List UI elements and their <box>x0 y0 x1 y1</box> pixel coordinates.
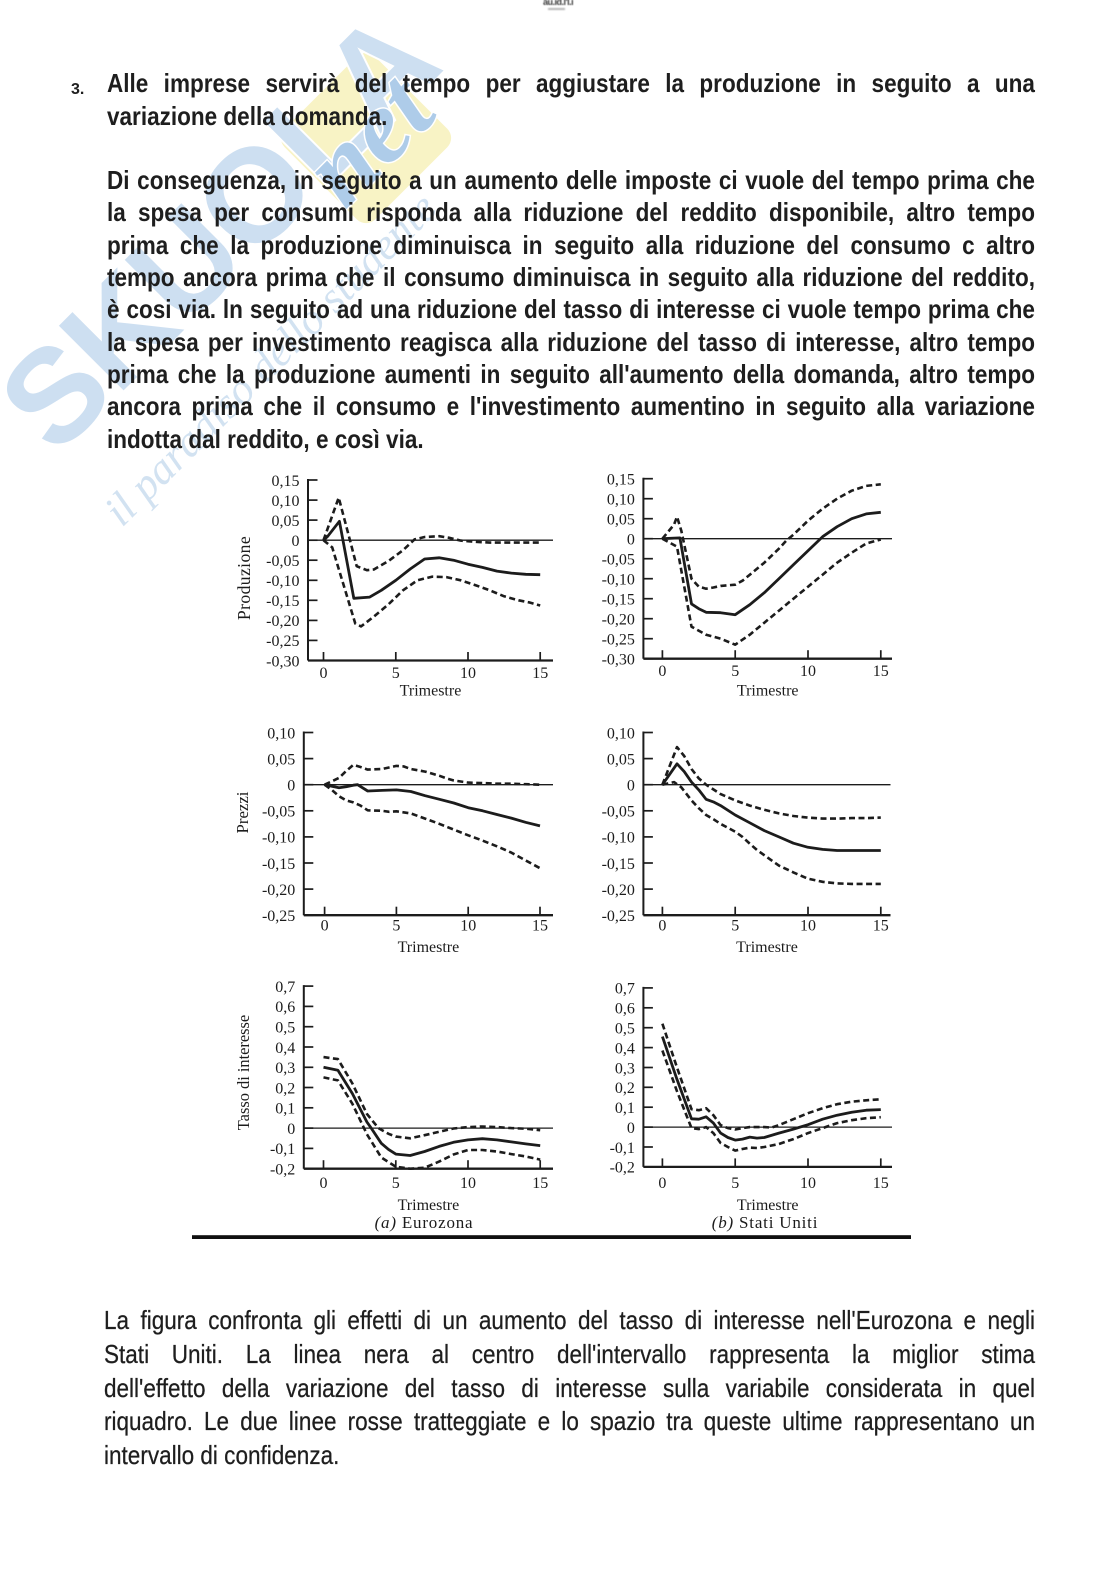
svg-text:-0,15: -0,15 <box>602 856 635 873</box>
svg-text:0: 0 <box>658 1175 666 1192</box>
svg-text:0: 0 <box>321 918 329 935</box>
svg-text:(b) Stati Uniti: (b) Stati Uniti <box>712 1213 818 1232</box>
svg-text:5: 5 <box>392 1175 400 1192</box>
svg-text:0,10: 0,10 <box>267 725 295 742</box>
svg-text:0: 0 <box>287 1121 295 1138</box>
svg-text:10: 10 <box>800 1175 816 1192</box>
svg-text:0,2: 0,2 <box>275 1080 295 1097</box>
svg-text:-0,20: -0,20 <box>266 613 299 630</box>
svg-text:0: 0 <box>292 533 300 550</box>
svg-text:0,4: 0,4 <box>275 1040 295 1057</box>
svg-text:0,05: 0,05 <box>272 513 300 530</box>
svg-text:0: 0 <box>627 1120 635 1137</box>
svg-text:0,6: 0,6 <box>275 999 295 1016</box>
svg-text:Prezzi: Prezzi <box>233 791 252 833</box>
svg-text:0,10: 0,10 <box>607 492 635 509</box>
svg-text:0,5: 0,5 <box>275 1020 295 1037</box>
svg-text:10: 10 <box>800 918 816 935</box>
svg-text:0,1: 0,1 <box>275 1101 295 1118</box>
svg-text:10: 10 <box>460 665 476 682</box>
svg-text:0,15: 0,15 <box>272 473 300 490</box>
svg-text:-0,05: -0,05 <box>602 804 635 821</box>
svg-text:0,7: 0,7 <box>615 981 635 998</box>
svg-text:(a) Eurozona: (a) Eurozona <box>375 1213 474 1232</box>
svg-text:-0,25: -0,25 <box>266 633 299 650</box>
svg-text:0,3: 0,3 <box>615 1060 635 1077</box>
svg-text:10: 10 <box>460 918 476 935</box>
svg-text:-0,15: -0,15 <box>266 593 299 610</box>
svg-text:Tasso di interesse: Tasso di interesse <box>234 1015 253 1130</box>
svg-text:0,7: 0,7 <box>275 979 295 996</box>
svg-text:0,3: 0,3 <box>275 1060 295 1077</box>
svg-text:Trimestre: Trimestre <box>737 1197 799 1214</box>
svg-text:0,1: 0,1 <box>615 1100 635 1117</box>
svg-text:0,10: 0,10 <box>272 493 300 510</box>
svg-text:0: 0 <box>320 665 328 682</box>
svg-text:15: 15 <box>873 918 889 935</box>
svg-text:-0,1: -0,1 <box>270 1141 295 1158</box>
svg-text:0,2: 0,2 <box>615 1080 635 1097</box>
svg-text:0: 0 <box>287 778 295 795</box>
svg-text:0,10: 0,10 <box>607 725 635 742</box>
svg-text:Trimestre: Trimestre <box>400 683 462 700</box>
svg-text:-0,15: -0,15 <box>262 856 295 873</box>
svg-text:0,05: 0,05 <box>607 751 635 768</box>
svg-text:15: 15 <box>532 1175 548 1192</box>
svg-text:0,4: 0,4 <box>615 1040 635 1057</box>
svg-text:-0,1: -0,1 <box>610 1140 635 1157</box>
svg-text:-0,25: -0,25 <box>262 908 295 925</box>
svg-text:-0,10: -0,10 <box>262 830 295 847</box>
svg-text:0: 0 <box>658 918 666 935</box>
svg-text:5: 5 <box>392 918 400 935</box>
svg-text:15: 15 <box>873 663 889 680</box>
svg-text:5: 5 <box>731 1175 739 1192</box>
svg-text:0: 0 <box>320 1175 328 1192</box>
svg-text:10: 10 <box>460 1175 476 1192</box>
svg-text:-0,10: -0,10 <box>602 830 635 847</box>
svg-text:-0,30: -0,30 <box>266 653 299 670</box>
svg-text:-0,2: -0,2 <box>270 1162 295 1179</box>
svg-text:5: 5 <box>731 918 739 935</box>
svg-text:0,6: 0,6 <box>615 1001 635 1018</box>
svg-text:-0,15: -0,15 <box>602 592 635 609</box>
svg-text:-0,05: -0,05 <box>602 552 635 569</box>
svg-text:-0,10: -0,10 <box>602 572 635 589</box>
svg-text:-0,30: -0,30 <box>602 652 635 669</box>
svg-text:-0,20: -0,20 <box>602 882 635 899</box>
svg-text:0,15: 0,15 <box>607 472 635 489</box>
svg-text:-0,2: -0,2 <box>610 1160 635 1177</box>
svg-text:0,05: 0,05 <box>267 751 295 768</box>
svg-text:-0,25: -0,25 <box>602 908 635 925</box>
svg-text:Produzione: Produzione <box>234 536 254 620</box>
svg-text:-0,05: -0,05 <box>262 804 295 821</box>
svg-text:-0,10: -0,10 <box>266 573 299 590</box>
svg-text:5: 5 <box>392 665 400 682</box>
svg-text:5: 5 <box>731 663 739 680</box>
svg-text:Trimestre: Trimestre <box>736 939 798 956</box>
svg-text:0: 0 <box>627 778 635 795</box>
svg-text:Trimestre: Trimestre <box>398 1197 460 1214</box>
svg-text:15: 15 <box>532 665 548 682</box>
svg-text:10: 10 <box>800 663 816 680</box>
svg-text:15: 15 <box>873 1175 889 1192</box>
svg-text:-0,25: -0,25 <box>602 632 635 649</box>
svg-text:15: 15 <box>532 918 548 935</box>
svg-text:0,5: 0,5 <box>615 1021 635 1038</box>
svg-text:0: 0 <box>658 663 666 680</box>
svg-text:0: 0 <box>627 532 635 549</box>
svg-text:-0,20: -0,20 <box>262 882 295 899</box>
svg-text:0,05: 0,05 <box>607 512 635 529</box>
svg-text:-0,20: -0,20 <box>602 612 635 629</box>
svg-text:-0,05: -0,05 <box>266 553 299 570</box>
svg-text:Trimestre: Trimestre <box>737 683 799 700</box>
svg-text:Trimestre: Trimestre <box>398 939 460 956</box>
